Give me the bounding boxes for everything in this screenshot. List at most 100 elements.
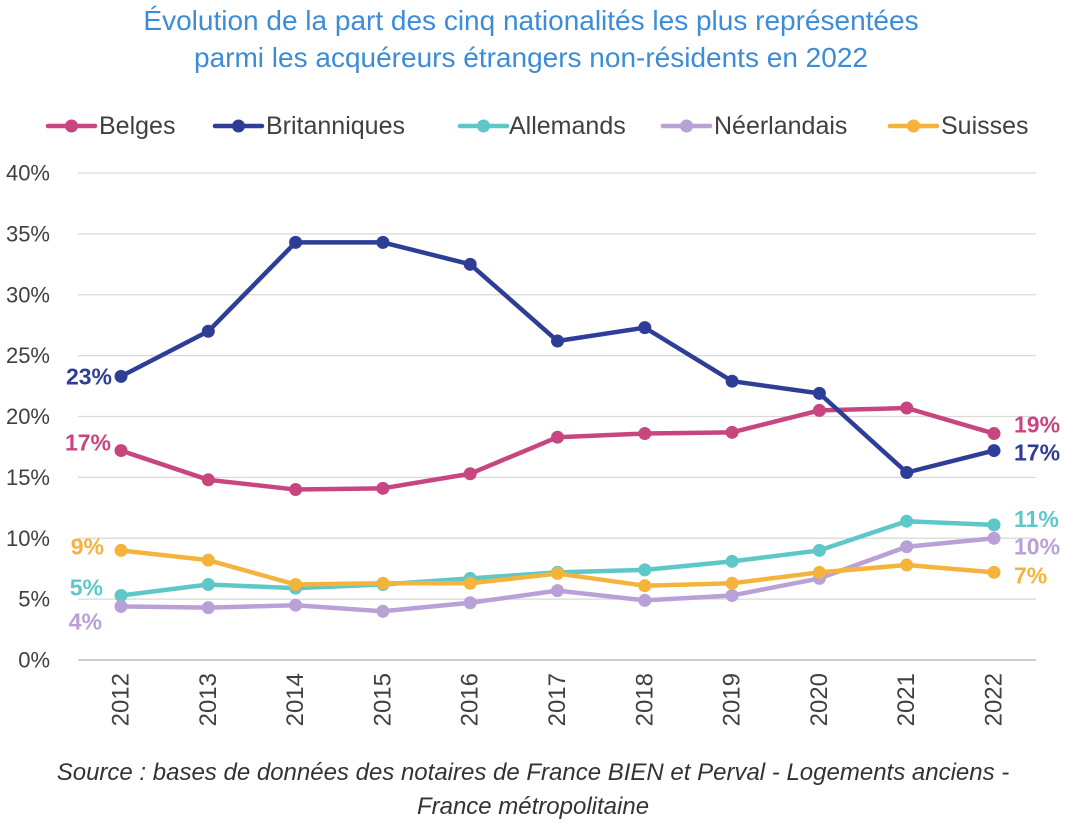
data-point-belges-2020 [812,403,826,417]
x-tick-label: 2012 [108,673,135,726]
data-point-suisses-2015 [376,576,390,590]
data-point-britanniques-2022 [987,444,1001,458]
data-point-suisses-2013 [201,553,215,567]
data-point-belges-2017 [551,430,564,444]
legend-marker [907,119,920,133]
y-tick-label: 5% [18,587,50,612]
legend-marker [680,119,693,133]
data-point-britanniques-2020 [812,386,826,400]
legend: Belges Britanniques Allemands Néerlandais Su… [45,112,1029,140]
data-point-britanniques-2019 [725,374,739,388]
legend-item-neerlandais: Néerlandais [660,112,847,140]
data-point-allemands-2022 [987,518,1001,532]
source-note-line-1: Source : bases de données des notaires d… [57,759,1010,786]
legend-label: Suisses [941,112,1029,140]
data-point-belges-2016 [463,467,477,481]
data-point-neerlandais-2018 [638,593,652,607]
data-label-end-suisses: 7% [1014,562,1047,588]
y-tick-label: 20% [6,404,50,429]
data-point-allemands-2018 [638,563,652,577]
legend-item-britanniques: Britanniques [212,112,405,140]
legend-label: Belges [99,112,175,140]
chart-title-line-2: parmi les acquéreurs étrangers non-résid… [194,42,868,73]
gridlines [78,172,1036,661]
source-note: Source : bases de données des notaires d… [57,759,1010,820]
data-point-neerlandais-2016 [463,596,477,610]
source-note-line-2: France métropolitaine [417,793,649,820]
data-point-britanniques-2017 [551,334,564,348]
data-point-allemands-2019 [725,554,739,568]
data-point-suisses-2016 [463,576,477,590]
chart-title-line-1: Évolution de la part des cinq nationalit… [143,5,918,36]
data-point-britanniques-2012 [114,369,128,383]
y-tick-label: 15% [6,465,50,490]
x-tick-label: 2013 [195,673,222,726]
data-label-end-neerlandais: 10% [1014,533,1060,559]
data-label-start-britanniques: 23% [66,363,112,389]
data-point-neerlandais-2019 [725,588,739,602]
data-point-suisses-2020 [812,565,826,579]
data-point-belges-2014 [289,483,303,497]
data-label-start-allemands: 5% [70,574,103,600]
legend-marker [477,119,490,133]
legend-item-suisses: Suisses [887,112,1029,140]
data-label-start-belges: 17% [65,430,111,456]
data-point-suisses-2017 [551,567,564,581]
data-point-suisses-2014 [289,578,303,592]
data-point-allemands-2021 [900,514,914,528]
data-point-britanniques-2018 [638,321,652,335]
data-point-belges-2018 [638,427,652,441]
data-point-suisses-2021 [900,558,914,572]
data-point-neerlandais-2022 [987,531,1001,545]
data-label-end-allemands: 11% [1014,506,1059,532]
y-tick-label: 30% [6,282,50,307]
legend-label: Allemands [509,112,626,140]
y-tick-label: 35% [6,221,50,246]
data-point-suisses-2018 [638,579,652,593]
data-point-belges-2013 [201,473,215,487]
chart-title: Évolution de la part des cinq nationalit… [143,5,918,73]
data-point-belges-2021 [900,401,914,415]
y-tick-label: 25% [6,343,50,368]
x-tick-label: 2021 [893,673,920,726]
data-point-neerlandais-2012 [114,599,128,613]
data-label-start-neerlandais: 4% [69,608,102,634]
data-point-neerlandais-2014 [289,598,303,612]
data-point-allemands-2013 [201,578,215,592]
legend-marker [232,119,245,133]
x-tick-label: 2016 [457,673,484,726]
y-tick-label: 40% [6,161,50,186]
x-tick-label: 2019 [719,673,746,726]
legend-label: Néerlandais [714,112,847,140]
data-point-belges-2019 [725,425,739,439]
data-point-neerlandais-2013 [201,601,215,615]
data-point-suisses-2012 [114,543,128,557]
legend-item-allemands: Allemands [457,112,626,140]
data-point-neerlandais-2015 [376,604,390,618]
data-point-belges-2012 [114,444,128,458]
data-label-start-suisses: 9% [71,533,104,559]
data-point-britanniques-2015 [376,235,390,249]
legend-marker [65,119,78,133]
x-tick-label: 2014 [282,673,309,726]
data-point-allemands-2012 [114,588,128,602]
data-point-suisses-2019 [725,576,739,590]
x-tick-label: 2015 [369,673,396,726]
x-tick-label: 2022 [981,673,1008,726]
data-point-neerlandais-2021 [900,540,914,554]
legend-item-belges: Belges [45,112,175,140]
x-tick-label: 2018 [631,673,658,726]
data-point-belges-2022 [987,427,1001,441]
data-point-neerlandais-2017 [551,584,564,598]
legend-label: Britanniques [266,112,405,140]
x-tick-label: 2017 [544,673,571,726]
y-tick-label: 0% [18,648,50,673]
data-point-suisses-2022 [987,565,1001,579]
y-axis: 0% 5% 10% 15% 20% 25% 30% 35% 40% [6,161,50,673]
data-label-end-belges: 19% [1014,412,1060,438]
data-label-end-britanniques: 17% [1014,440,1060,466]
plot-area [114,235,1001,618]
x-axis: 2012 2013 2014 2015 2016 2017 2018 2019 2020 2021… [108,673,1008,726]
data-labels: 17%19%23%17%5%11%4%10%9%7% [65,363,1060,634]
